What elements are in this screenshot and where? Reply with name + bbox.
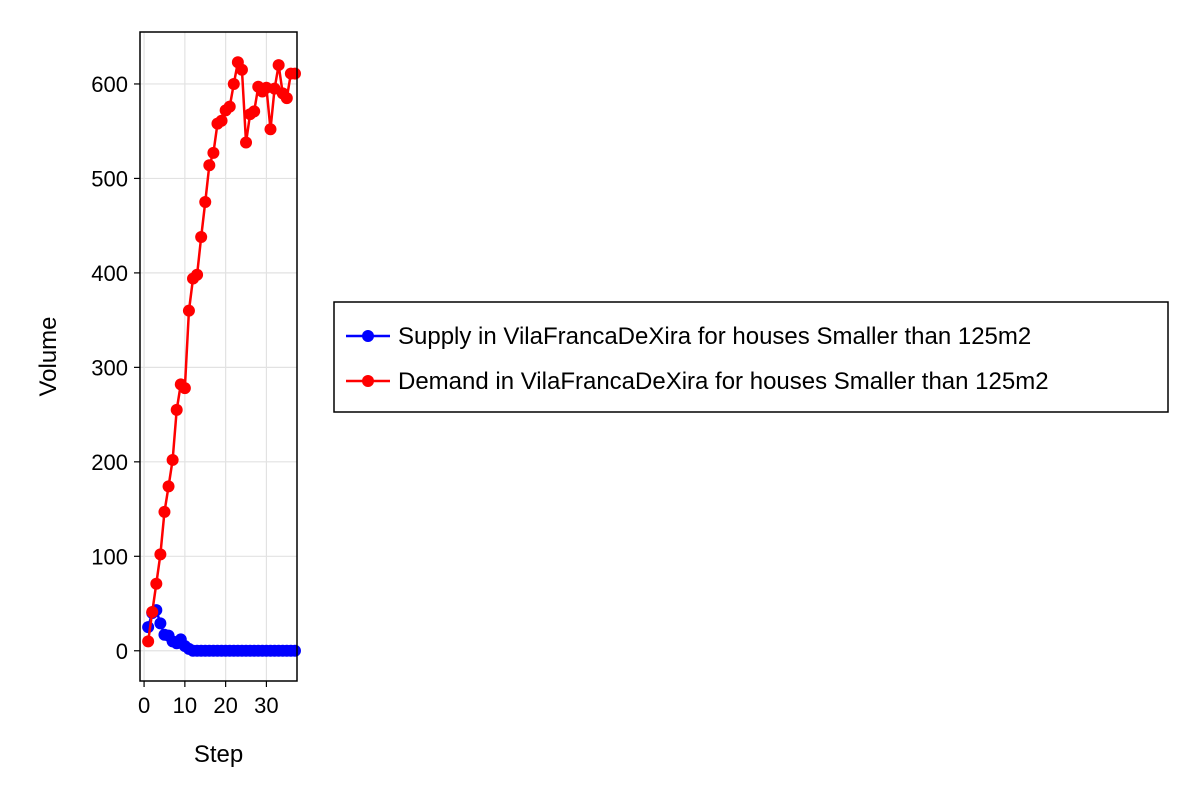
data-point — [150, 577, 163, 590]
legend: Supply in VilaFrancaDeXira for houses Sm… — [333, 301, 1169, 413]
data-point — [162, 480, 175, 493]
series-layer — [142, 56, 301, 657]
data-point — [191, 268, 204, 281]
data-point — [178, 382, 191, 395]
y-axis-label: Volume — [35, 316, 62, 396]
y-tick-label: 100 — [91, 544, 128, 569]
data-point — [154, 617, 167, 630]
data-point — [146, 606, 159, 619]
plot-frame — [139, 31, 298, 682]
data-point — [158, 505, 171, 518]
y-tick-label: 400 — [91, 261, 128, 286]
data-point — [264, 123, 277, 136]
data-point — [223, 100, 236, 113]
data-point — [154, 548, 167, 561]
data-point — [240, 136, 253, 149]
data-point — [280, 92, 293, 105]
x-tick-label: 30 — [254, 693, 278, 718]
x-tick-label: 0 — [138, 693, 150, 718]
series-supply — [142, 604, 301, 657]
data-point — [170, 403, 183, 416]
legend-entry: Supply in VilaFrancaDeXira for houses Sm… — [398, 323, 1031, 350]
x-tick-label: 20 — [213, 693, 237, 718]
legend-swatch-marker — [362, 330, 374, 342]
legend-entry: Demand in VilaFrancaDeXira for houses Sm… — [398, 368, 1049, 395]
data-point — [195, 230, 208, 243]
y-tick-label: 300 — [91, 355, 128, 380]
x-tick-label: 10 — [173, 693, 197, 718]
data-point — [248, 105, 261, 118]
y-tick-label: 600 — [91, 72, 128, 97]
series-demand — [142, 56, 301, 648]
data-point — [288, 67, 301, 80]
y-tick-label: 200 — [91, 450, 128, 475]
data-point — [227, 77, 240, 90]
data-point — [272, 59, 285, 72]
y-tick-label: 0 — [116, 639, 128, 664]
legend-box — [333, 301, 1169, 413]
data-point — [199, 196, 212, 209]
data-point — [203, 159, 216, 172]
data-point — [215, 114, 228, 127]
data-point — [235, 63, 248, 76]
data-point — [166, 453, 179, 466]
x-axis-label: Step — [194, 741, 243, 768]
legend-swatch-marker — [362, 375, 374, 387]
data-point — [142, 635, 155, 648]
data-point — [288, 644, 301, 657]
data-point — [207, 146, 220, 159]
data-point — [182, 304, 195, 317]
y-tick-label: 500 — [91, 166, 128, 191]
data-point — [142, 621, 155, 634]
series-line — [146, 60, 295, 642]
